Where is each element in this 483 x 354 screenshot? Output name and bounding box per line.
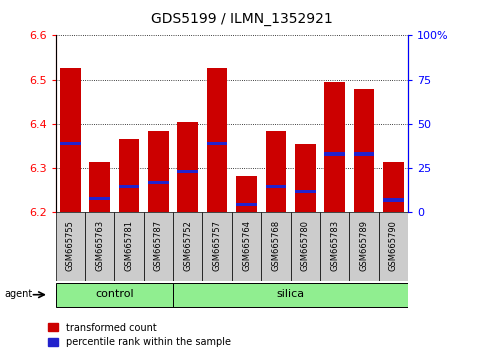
Text: GSM665780: GSM665780	[301, 220, 310, 271]
Bar	[383, 199, 404, 201]
Bar	[320, 212, 349, 281]
Bar	[119, 139, 139, 212]
Text: GSM665783: GSM665783	[330, 220, 339, 271]
Text: GSM665768: GSM665768	[271, 220, 281, 271]
Text: GSM665764: GSM665764	[242, 220, 251, 271]
Text: GSM665787: GSM665787	[154, 220, 163, 271]
Bar	[148, 131, 169, 212]
Bar	[173, 212, 202, 281]
Bar	[266, 131, 286, 212]
Bar	[207, 142, 227, 145]
Bar	[349, 212, 379, 281]
Bar	[85, 212, 114, 281]
Text: GSM665763: GSM665763	[95, 220, 104, 271]
Bar	[207, 68, 227, 212]
Bar	[383, 162, 404, 212]
Bar	[89, 197, 110, 200]
Bar	[295, 144, 315, 212]
Bar	[60, 68, 81, 212]
Legend: transformed count, percentile rank within the sample: transformed count, percentile rank withi…	[48, 322, 231, 347]
Text: GSM665752: GSM665752	[183, 220, 192, 271]
Bar	[119, 185, 139, 188]
Text: GSM665781: GSM665781	[125, 220, 133, 271]
Bar	[236, 176, 257, 212]
Bar	[354, 153, 374, 155]
Bar	[232, 212, 261, 281]
Bar	[173, 283, 408, 307]
Bar	[202, 212, 232, 281]
Bar	[148, 181, 169, 184]
Bar	[144, 212, 173, 281]
Bar	[114, 212, 144, 281]
Bar	[266, 185, 286, 188]
Bar	[325, 82, 345, 212]
Bar	[56, 212, 85, 281]
Bar	[177, 170, 198, 173]
Bar	[261, 212, 291, 281]
Bar	[325, 153, 345, 155]
Bar	[236, 203, 257, 206]
Bar	[354, 90, 374, 212]
Text: control: control	[95, 289, 134, 299]
Bar	[89, 162, 110, 212]
Bar	[379, 212, 408, 281]
Text: silica: silica	[277, 289, 305, 299]
Bar	[291, 212, 320, 281]
Text: GDS5199 / ILMN_1352921: GDS5199 / ILMN_1352921	[151, 12, 332, 27]
Bar	[295, 190, 315, 193]
Text: agent: agent	[5, 289, 33, 299]
Bar	[60, 142, 81, 145]
Text: GSM665790: GSM665790	[389, 220, 398, 271]
Text: GSM665757: GSM665757	[213, 220, 222, 271]
Text: GSM665755: GSM665755	[66, 220, 75, 271]
Bar	[56, 283, 173, 307]
Bar	[177, 122, 198, 212]
Text: GSM665789: GSM665789	[359, 220, 369, 271]
